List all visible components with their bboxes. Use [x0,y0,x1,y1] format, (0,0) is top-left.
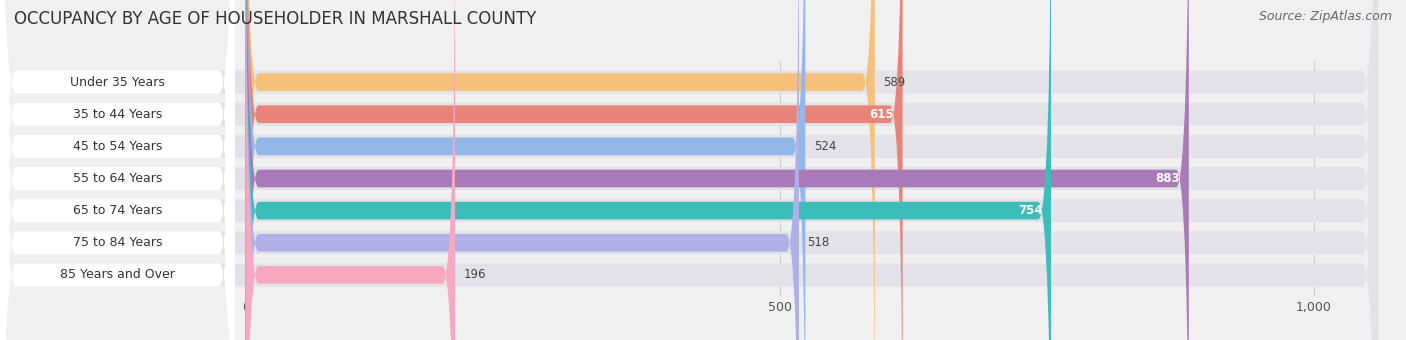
FancyBboxPatch shape [246,0,806,340]
Text: Source: ZipAtlas.com: Source: ZipAtlas.com [1258,10,1392,23]
Text: 55 to 64 Years: 55 to 64 Years [73,172,162,185]
Text: 196: 196 [464,268,486,282]
Text: 754: 754 [1018,204,1042,217]
FancyBboxPatch shape [0,0,235,340]
FancyBboxPatch shape [246,0,875,340]
Text: 883: 883 [1156,172,1180,185]
Text: 75 to 84 Years: 75 to 84 Years [73,236,162,249]
FancyBboxPatch shape [0,0,235,340]
Text: 35 to 44 Years: 35 to 44 Years [73,108,162,121]
FancyBboxPatch shape [246,0,1052,340]
FancyBboxPatch shape [0,0,235,340]
Text: 615: 615 [869,108,894,121]
Text: 518: 518 [807,236,830,249]
FancyBboxPatch shape [0,0,235,340]
Text: 524: 524 [814,140,837,153]
Text: 85 Years and Over: 85 Years and Over [60,268,174,282]
Text: 45 to 54 Years: 45 to 54 Years [73,140,162,153]
Text: Under 35 Years: Under 35 Years [70,75,165,89]
FancyBboxPatch shape [246,0,799,340]
FancyBboxPatch shape [246,0,903,340]
FancyBboxPatch shape [0,0,235,340]
FancyBboxPatch shape [0,0,235,340]
Text: OCCUPANCY BY AGE OF HOUSEHOLDER IN MARSHALL COUNTY: OCCUPANCY BY AGE OF HOUSEHOLDER IN MARSH… [14,10,537,28]
FancyBboxPatch shape [246,0,1189,340]
FancyBboxPatch shape [0,0,235,340]
Text: 65 to 74 Years: 65 to 74 Years [73,204,162,217]
FancyBboxPatch shape [246,0,456,340]
Text: 589: 589 [883,75,905,89]
